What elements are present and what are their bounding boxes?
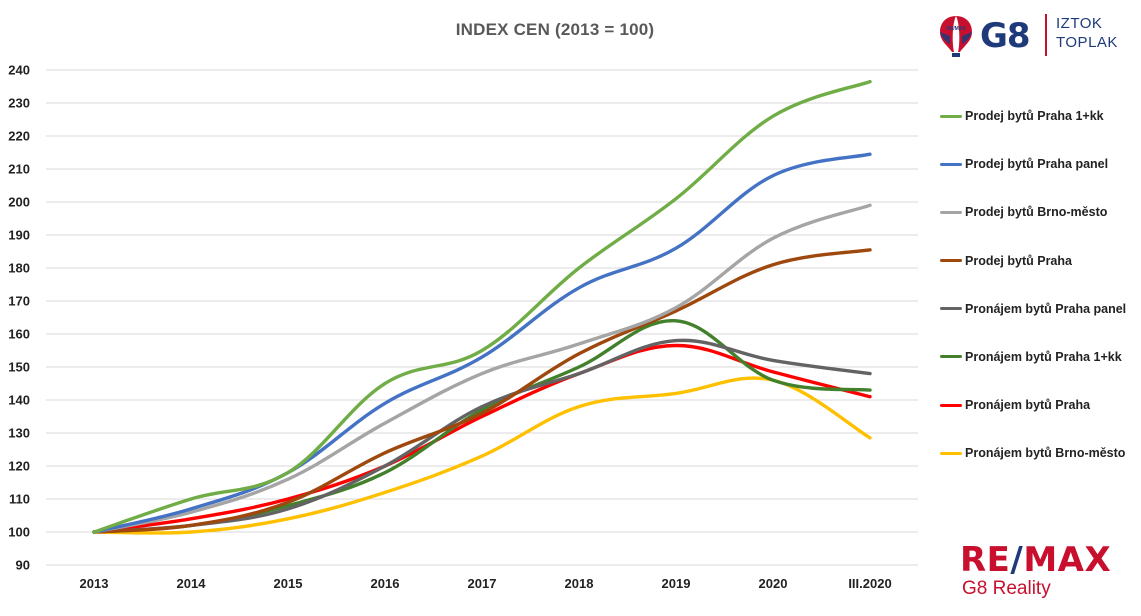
legend-item: Prodej bytů Brno-město	[940, 200, 1140, 224]
y-tick-label: 130	[8, 426, 30, 441]
series-line-3	[92, 203, 872, 534]
series-line-1	[92, 79, 872, 534]
legend-item: Pronájem bytů Praha panel	[940, 297, 1140, 321]
remax-wordmark: RE/MAX	[960, 542, 1120, 578]
y-axis-ticks: 90 100 110 120 130 140 150 160 170 180 190 200 210 22…	[8, 63, 30, 573]
y-tick-label: 180	[8, 261, 30, 276]
legend-label: Pronájem bytů Praha panel	[965, 301, 1127, 316]
logo-divider	[1045, 14, 1047, 56]
brand-subtitle: G8 Reality	[962, 578, 1051, 599]
y-tick-label: 110	[9, 492, 30, 507]
legend-item: Pronájem bytů Brno-město	[940, 441, 1140, 465]
remax-slash: /	[1010, 540, 1024, 580]
x-tick-label: 2015	[274, 576, 303, 591]
legend-swatch	[940, 114, 962, 118]
y-tick-label: 90	[16, 558, 30, 573]
x-tick-label: III.2020	[848, 576, 891, 591]
chart-grid	[46, 69, 918, 566]
legend-swatch	[940, 307, 962, 311]
x-tick-label: 2014	[177, 576, 207, 591]
legend-item: Pronájem bytů Praha 1+kk	[940, 345, 1140, 369]
remax-re: RE	[960, 540, 1011, 580]
legend-swatch	[940, 355, 962, 359]
legend-item: Prodej bytů Praha 1+kk	[940, 104, 1140, 128]
y-tick-label: 120	[8, 459, 30, 474]
legend-swatch	[940, 403, 962, 407]
x-tick-label: 2018	[565, 576, 594, 591]
g8-logo: RE/MAX G8 IZTOK TOPLAK	[938, 12, 1138, 62]
logo-name-line2: TOPLAK	[1056, 34, 1118, 51]
legend-label: Prodej bytů Praha panel	[965, 157, 1109, 172]
legend-label: Pronájem bytů Brno-město	[965, 446, 1126, 461]
y-tick-label: 150	[8, 360, 30, 375]
y-tick-label: 190	[8, 228, 30, 243]
y-tick-label: 170	[8, 294, 30, 309]
y-tick-label: 200	[8, 195, 30, 210]
y-tick-label: 100	[8, 525, 30, 540]
y-tick-label: 240	[8, 63, 30, 78]
series-line-2	[92, 152, 872, 534]
legend-item: Prodej bytů Praha panel	[940, 152, 1140, 176]
balloon-text: RE/MAX	[946, 26, 966, 32]
remax-brand: RE/MAX G8 Reality	[960, 542, 1120, 608]
x-tick-label: 2013	[80, 576, 109, 591]
g8-mark: G8	[980, 16, 1031, 56]
x-tick-label: 2016	[371, 576, 400, 591]
x-axis-ticks: 2013 2014 2015 2016 2017 2018 2019 2020 III.2020	[80, 576, 892, 591]
logo-name-line1: IZTOK	[1056, 15, 1103, 32]
legend-swatch	[940, 259, 962, 263]
remax-max: MAX	[1023, 540, 1112, 580]
series-line-5	[92, 338, 872, 534]
legend-label: Prodej bytů Praha 1+kk	[965, 109, 1104, 123]
y-tick-label: 210	[8, 162, 30, 177]
legend-item: Prodej bytů Praha	[940, 249, 1140, 273]
legend-label: Pronájem bytů Praha	[965, 398, 1091, 413]
y-tick-label: 230	[8, 96, 30, 111]
y-tick-label: 140	[8, 393, 30, 408]
series-lines	[92, 79, 872, 535]
y-tick-label: 160	[8, 327, 30, 342]
legend-swatch	[940, 210, 962, 214]
series-line-4	[92, 248, 872, 534]
legend-item: Pronájem bytů Praha	[940, 393, 1140, 417]
chart-title: INDEX CEN (2013 = 100)	[455, 20, 655, 39]
x-tick-label: 2020	[759, 576, 788, 591]
y-tick-label: 220	[8, 129, 30, 144]
legend-label: Pronájem bytů Praha 1+kk	[965, 349, 1122, 364]
x-tick-label: 2019	[662, 576, 691, 591]
series-line-8	[92, 376, 872, 535]
legend-swatch	[940, 451, 962, 455]
legend-swatch	[940, 162, 962, 166]
x-tick-label: 2017	[468, 576, 497, 591]
legend-label: Prodej bytů Brno-město	[965, 205, 1108, 220]
remax-balloon-icon: RE/MAX	[940, 16, 972, 57]
legend: Prodej bytů Praha 1+kk Prodej bytů Praha …	[940, 104, 1140, 490]
legend-label: Prodej bytů Praha	[965, 253, 1072, 268]
